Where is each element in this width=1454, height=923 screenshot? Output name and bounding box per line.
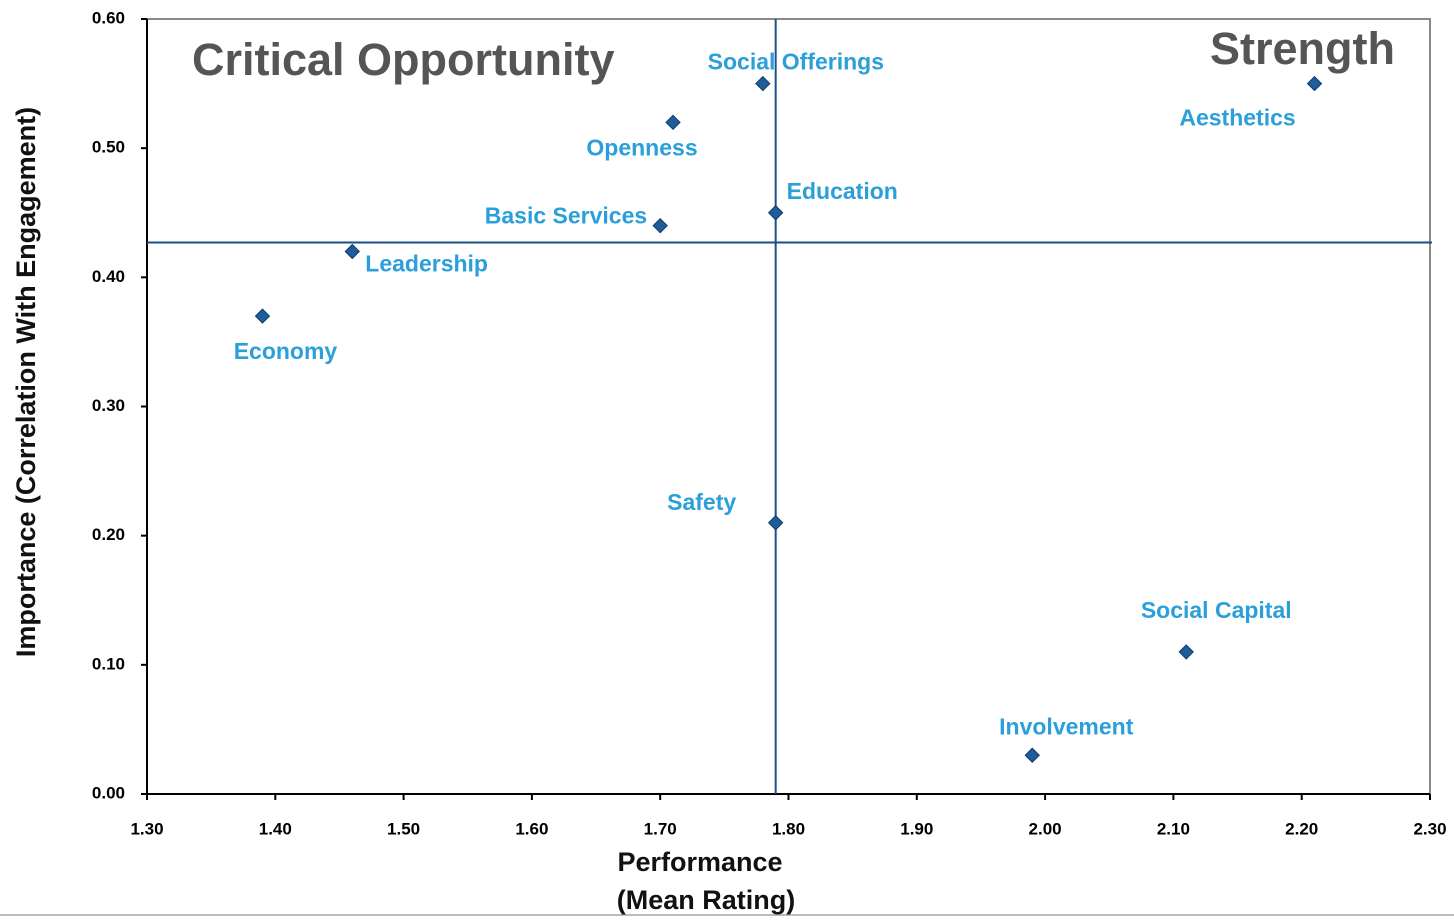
y-tick-label: 0.20 (92, 525, 125, 544)
x-tick-label: 2.20 (1285, 819, 1318, 838)
point-label: Openness (586, 134, 697, 160)
x-tick-label: 1.40 (259, 819, 292, 838)
point (652, 217, 668, 234)
point (1024, 747, 1040, 763)
point-label: Social Offerings (708, 49, 884, 75)
point (767, 205, 784, 221)
x-tick-label: 2.30 (1413, 819, 1446, 838)
point (665, 114, 681, 131)
y-tick-label: 0.40 (92, 267, 125, 286)
y-tick-label: 0.10 (92, 654, 125, 673)
y-tick-label: 0.30 (92, 396, 125, 415)
x-tick-label: 2.00 (1029, 819, 1062, 838)
point (1178, 644, 1194, 660)
point-label: Social Capital (1141, 597, 1292, 623)
point-label: Basic Services (485, 203, 647, 229)
point-label: Education (787, 178, 898, 204)
x-tick-label: 2.10 (1157, 819, 1190, 838)
point-label: Safety (667, 489, 736, 515)
y-tick-label: 0.50 (92, 138, 125, 157)
x-axis-title: Performance (617, 847, 782, 877)
x-tick-label: 1.30 (130, 819, 163, 838)
point (254, 308, 271, 324)
quadrant-label: Strength (1210, 23, 1395, 74)
x-tick-label: 1.50 (387, 819, 420, 838)
point (767, 515, 784, 531)
point-label: Leadership (365, 251, 488, 277)
point-label: Aesthetics (1179, 105, 1295, 131)
point (344, 243, 360, 260)
y-axis-title: Importance (Correlation With Engagement) (11, 107, 41, 657)
quadrant-label: Critical Opportunity (192, 34, 615, 85)
plot-frame (146, 18, 1431, 795)
x-tick-label: 1.80 (772, 819, 805, 838)
point (755, 75, 771, 92)
point (1306, 75, 1323, 92)
x-tick-label: 1.90 (900, 819, 933, 838)
point-label: Involvement (999, 713, 1134, 739)
y-tick-label: 0.00 (92, 783, 125, 802)
x-axis-title: (Mean Rating) (617, 885, 796, 915)
point-label: Economy (234, 338, 338, 364)
x-tick-label: 1.60 (515, 819, 548, 838)
y-tick-label: 0.60 (92, 8, 125, 27)
x-tick-label: 1.70 (644, 819, 677, 838)
